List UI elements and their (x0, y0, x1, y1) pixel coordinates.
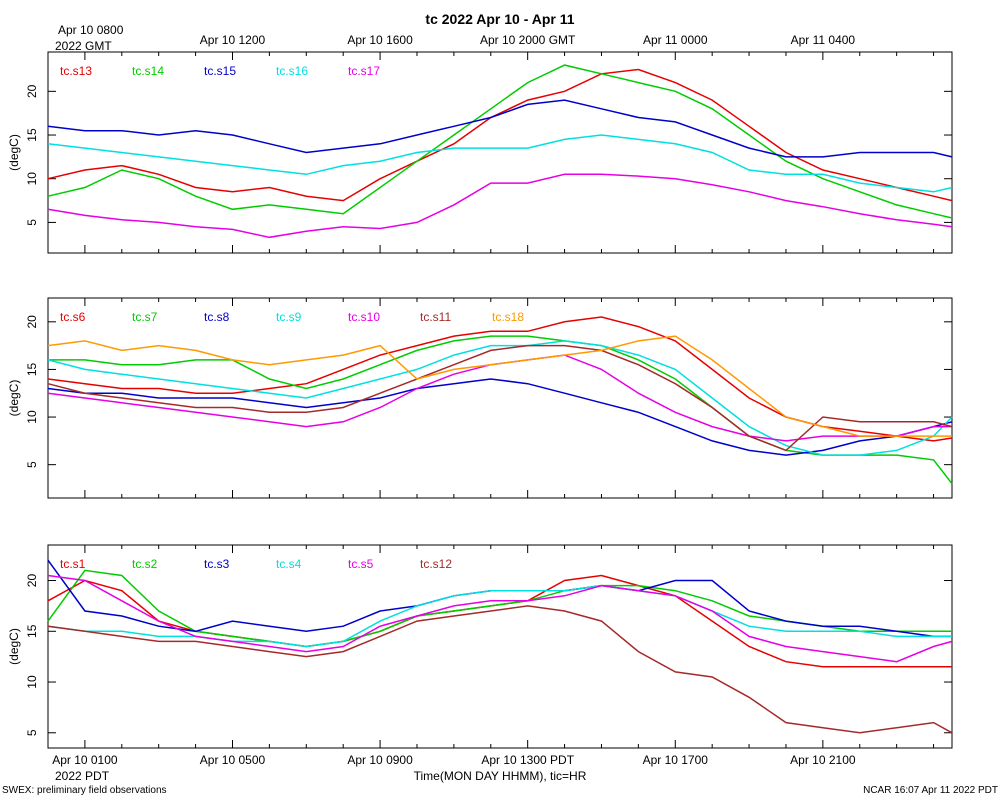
legend-tc.s5: tc.s5 (348, 557, 374, 571)
gmt-first-label-sub: 2022 GMT (55, 39, 112, 53)
pdt-tick-label: Apr 10 0900 (347, 753, 413, 767)
legend-tc.s13: tc.s13 (60, 64, 92, 78)
legend-tc.s18: tc.s18 (492, 310, 524, 324)
y-axis-label: (degC) (7, 380, 21, 417)
gmt-tick-label: Apr 10 2000 GMT (480, 33, 576, 47)
pdt-tick-label: Apr 10 2100 (790, 753, 856, 767)
panel-frame (47, 51, 953, 254)
y-tick-label: 5 (25, 219, 39, 226)
legend-tc.s1: tc.s1 (60, 557, 86, 571)
y-tick-label: 15 (25, 128, 39, 142)
y-axis-label: (degC) (7, 628, 21, 665)
pdt-tick-label: Apr 10 0100 (52, 753, 118, 767)
legend-tc.s4: tc.s4 (276, 557, 302, 571)
y-tick-label: 5 (25, 729, 39, 736)
series-line-tc.s7 (48, 335, 953, 485)
legend-tc.s17: tc.s17 (348, 64, 380, 78)
y-tick-label: 10 (25, 172, 39, 186)
gmt-tick-label: Apr 11 0000 (643, 33, 708, 47)
series-line-tc.s8 (47, 378, 953, 456)
series-line-tc.s9 (47, 340, 953, 456)
legend-tc.s8: tc.s8 (204, 310, 230, 324)
series-line-tc.s12 (47, 605, 953, 734)
pdt-tick-label: Apr 10 0500 (200, 753, 266, 767)
legend-tc.s14: tc.s14 (132, 64, 164, 78)
y-tick-label: 15 (25, 362, 39, 376)
gmt-tick-label: Apr 10 1200 (200, 33, 266, 47)
footer-left: SWEX: preliminary field observations (2, 785, 167, 796)
legend-tc.s15: tc.s15 (204, 64, 236, 78)
series-line-tc.s18 (47, 335, 952, 437)
panel-2: 5 10 15 20 (degC) tc.s6 tc.s7 tc.s8 tc.s9 tc.s10 t… (7, 297, 953, 499)
pdt-tick-label: Apr 10 1300 PDT (481, 753, 574, 767)
panel-frame (47, 544, 953, 749)
y-tick-label: 10 (25, 410, 39, 424)
panel-frame (47, 297, 953, 499)
series-line-tc.s16 (47, 134, 953, 193)
x-axis-label: Time(MON DAY HHMM), tic=HR (414, 769, 587, 783)
y-tick-label: 15 (25, 624, 39, 638)
legend-tc.s11: tc.s11 (420, 310, 451, 324)
y-tick-label: 20 (25, 84, 39, 98)
series-line-tc.s2 (47, 569, 952, 648)
legend-tc.s6: tc.s6 (60, 310, 86, 324)
y-tick-label: 10 (25, 675, 39, 689)
footer-right: NCAR 16:07 Apr 11 2022 PDT (863, 785, 998, 796)
panel-1: 5 10 15 20 (degC) tc.s13 tc.s14 tc.s15 tc.s16 tc.… (7, 51, 953, 254)
gmt-tick-label: Apr 10 1600 (347, 33, 413, 47)
legend-tc.s16: tc.s16 (276, 64, 308, 78)
y-tick-label: 20 (25, 574, 39, 588)
pdt-sub-label: 2022 PDT (55, 769, 110, 783)
legend-tc.s10: tc.s10 (348, 310, 380, 324)
series-line-tc.s11 (47, 344, 953, 452)
legend-tc.s9: tc.s9 (276, 310, 302, 324)
y-axis-label: (degC) (7, 134, 21, 171)
legend-tc.s3: tc.s3 (204, 557, 230, 571)
series-line-tc.s5 (47, 574, 953, 663)
panel-3: 5 10 15 20 (degC) tc.s1 tc.s2 tc.s3 tc.s4 tc.s5 tc… (7, 544, 953, 749)
series-line-tc.s17 (47, 173, 953, 239)
series-line-tc.s15 (47, 99, 953, 158)
series-line-tc.s4 (47, 584, 952, 648)
series-line-tc.s14 (47, 64, 953, 219)
legend-tc.s12: tc.s12 (420, 557, 452, 571)
y-tick-label: 20 (25, 315, 39, 329)
y-tick-label: 5 (25, 461, 39, 468)
pdt-axis-labels: Apr 10 0100 Apr 10 0500 Apr 10 0900 Apr 10 … (52, 753, 856, 767)
gmt-tick-label: Apr 11 0400 (791, 33, 856, 47)
series-line-tc.s13 (47, 68, 953, 202)
pdt-tick-label: Apr 10 1700 (643, 753, 709, 767)
series-line-tc.s1 (47, 574, 952, 668)
legend-tc.s7: tc.s7 (132, 310, 158, 324)
chart-title: tc 2022 Apr 10 - Apr 11 (425, 11, 574, 27)
gmt-first-label: Apr 10 0800 (58, 23, 124, 37)
legend-tc.s2: tc.s2 (132, 557, 158, 571)
gmt-axis-labels: Apr 10 1200 Apr 10 1600 Apr 10 2000 GMT Apr… (200, 33, 856, 47)
